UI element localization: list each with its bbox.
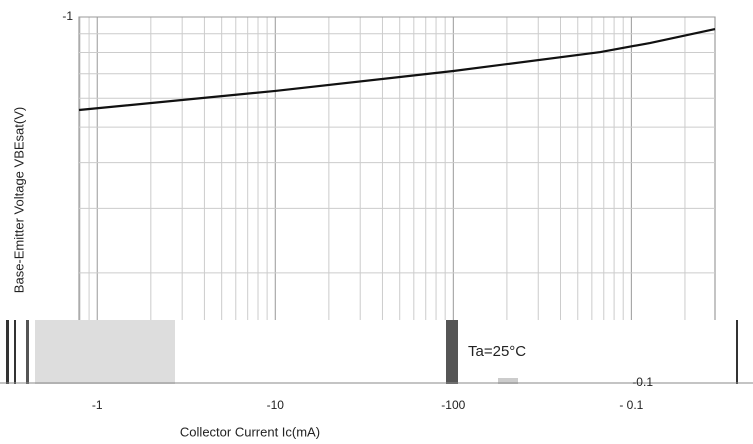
y-tick-label: -1 — [62, 9, 73, 23]
x-tick-label: -10 — [267, 398, 285, 412]
x-tick-label: -100 — [441, 398, 465, 412]
marks — [78, 27, 716, 112]
corrupt-stripe — [736, 320, 738, 384]
x-axis-label: Collector Current Ic(mA) — [180, 424, 320, 439]
corrupt-stripe — [14, 320, 16, 384]
x-tick-label: - 0.1 — [619, 398, 643, 412]
corrupt-stripe — [498, 378, 518, 384]
y-tick-label: -0.1 — [632, 375, 653, 389]
y-axis-label: Base-Emitter Voltage VBEsat(V) — [11, 107, 26, 293]
corrupt-block — [35, 320, 175, 384]
corrupt-stripe — [6, 320, 9, 384]
corrupt-stripe — [26, 320, 29, 384]
corrupt-stripe — [446, 320, 458, 384]
series-line — [78, 27, 716, 112]
annotation: Ta=25°C — [468, 343, 526, 360]
x-tick-label: -1 — [92, 398, 103, 412]
